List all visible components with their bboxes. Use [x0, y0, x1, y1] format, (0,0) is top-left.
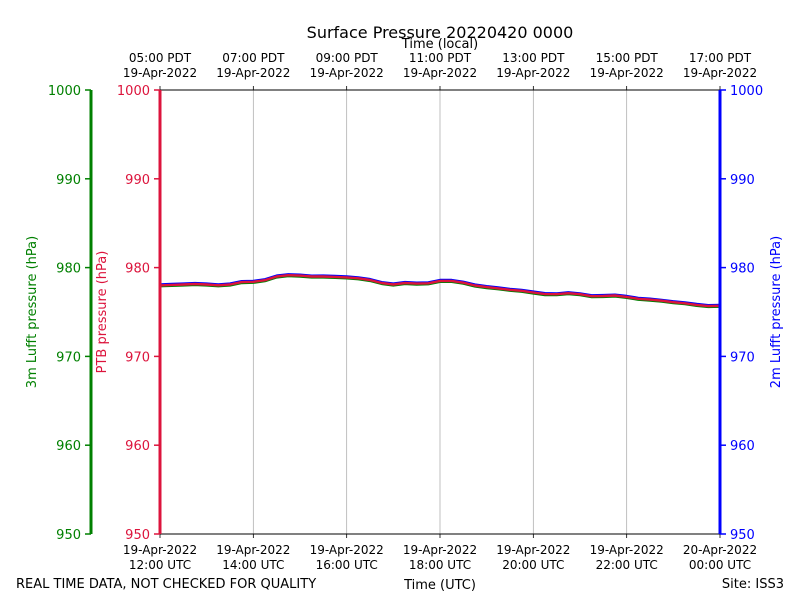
lufft2m-y-tick-label: 980 — [730, 262, 755, 277]
quality-note: REAL TIME DATA, NOT CHECKED FOR QUALITY — [16, 577, 316, 592]
bottom-x-tick-label: 18:00 UTC — [409, 558, 471, 572]
lufft3m-y-tick-label: 950 — [56, 528, 81, 543]
lufft2m-axis-label: 2m Lufft pressure (hPa) — [769, 236, 784, 388]
bottom-x-tick-label: 20:00 UTC — [502, 558, 564, 572]
lufft2m-y-tick-label: 950 — [730, 528, 755, 543]
ptb-y-tick-label: 950 — [125, 528, 150, 543]
lufft3m-y-tick-label: 980 — [56, 262, 81, 277]
bottom-x-tick-label: 19-Apr-2022 — [310, 543, 384, 557]
x-gridlines — [252, 90, 628, 534]
ptb-y-tick-label: 1000 — [117, 84, 150, 99]
top-x-tick-label: 05:00 PDT — [129, 51, 192, 65]
chart-title: Surface Pressure 20220420 0000 — [307, 23, 574, 42]
bottom-x-tick-label: 00:00 UTC — [689, 558, 751, 572]
site-label: Site: ISS3 — [722, 577, 784, 592]
series-layer — [159, 273, 721, 309]
ptb-y-tick-label: 970 — [125, 350, 150, 365]
ptb-axis-label: PTB pressure (hPa) — [95, 251, 110, 374]
lufft3m-y-tick-label: 1000 — [48, 84, 81, 99]
top-x-tick-label: 19-Apr-2022 — [310, 66, 384, 80]
lufft3m-y-tick-label: 990 — [56, 173, 81, 188]
top-x-tick-label: 09:00 PDT — [316, 51, 379, 65]
top-x-tick-label: 13:00 PDT — [502, 51, 565, 65]
ptb-y-tick-label: 980 — [125, 262, 150, 277]
bottom-x-tick-label: 22:00 UTC — [596, 558, 658, 572]
lufft2m-y-tick-label: 1000 — [730, 84, 763, 99]
bottom-x-tick-label: 19-Apr-2022 — [590, 543, 664, 557]
bottom-x-axis-label: Time (UTC) — [403, 578, 476, 593]
bottom-x-tick-label: 19-Apr-2022 — [403, 543, 477, 557]
bottom-x-tick-label: 12:00 UTC — [129, 558, 191, 572]
top-x-tick-label: 07:00 PDT — [222, 51, 285, 65]
top-x-tick-label: 19-Apr-2022 — [683, 66, 757, 80]
lufft2m-y-tick-label: 960 — [730, 439, 755, 454]
lufft3m-y-tick-label: 960 — [56, 439, 81, 454]
bottom-x-tick-label: 14:00 UTC — [222, 558, 284, 572]
top-x-tick-label: 19-Apr-2022 — [123, 66, 197, 80]
bottom-x-tick-label: 16:00 UTC — [316, 558, 378, 572]
top-x-tick-label: 17:00 PDT — [689, 51, 752, 65]
top-x-tick-label: 19-Apr-2022 — [403, 66, 477, 80]
series-line-ptb — [159, 274, 721, 308]
top-x-tick-label: 19-Apr-2022 — [216, 66, 290, 80]
ptb-y-tick-label: 990 — [125, 173, 150, 188]
top-x-tick-label: 15:00 PDT — [596, 51, 659, 65]
lufft3m-y-tick-label: 970 — [56, 350, 81, 365]
bottom-x-tick-label: 20-Apr-2022 — [683, 543, 757, 557]
lufft2m-y-tick-label: 970 — [730, 350, 755, 365]
top-x-tick-label: 19-Apr-2022 — [496, 66, 570, 80]
bottom-x-tick-label: 19-Apr-2022 — [216, 543, 290, 557]
bottom-x-tick-label: 19-Apr-2022 — [123, 543, 197, 557]
lufft2m-y-tick-label: 990 — [730, 173, 755, 188]
top-x-tick-label: 11:00 PDT — [409, 51, 472, 65]
ptb-y-tick-label: 960 — [125, 439, 150, 454]
bottom-x-tick-label: 19-Apr-2022 — [496, 543, 570, 557]
top-x-tick-label: 19-Apr-2022 — [590, 66, 664, 80]
lufft3m-axis-label: 3m Lufft pressure (hPa) — [25, 236, 40, 388]
top-x-axis-label: Time (local) — [401, 37, 478, 52]
